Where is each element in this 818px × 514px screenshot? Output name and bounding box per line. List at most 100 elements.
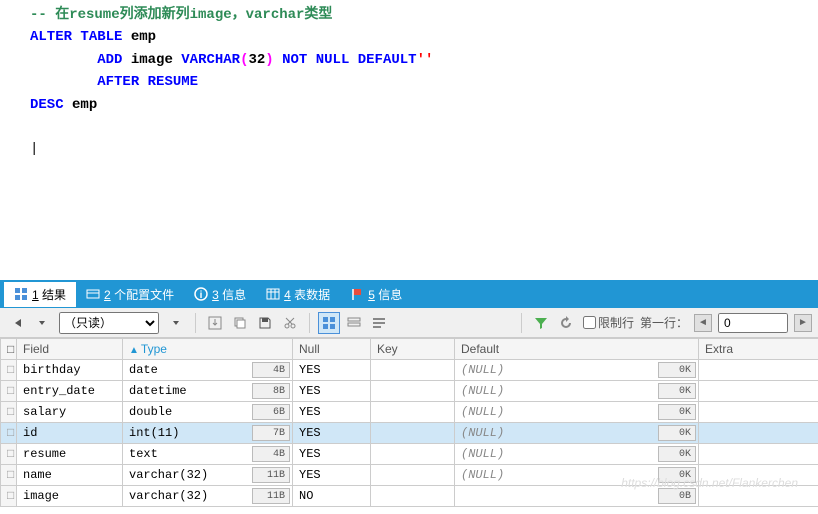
default-button[interactable]: 0K [658, 383, 696, 399]
default-button[interactable]: 0K [658, 446, 696, 462]
key-cell[interactable] [371, 465, 455, 486]
table-row[interactable]: □ entry_date datetime8B YES (NULL)0K [1, 381, 818, 402]
default-cell[interactable]: (NULL)0K [455, 381, 699, 402]
nav-first-button[interactable] [6, 312, 28, 334]
type-cell[interactable]: text4B [123, 444, 293, 465]
field-cell[interactable]: name [17, 465, 123, 486]
table-row[interactable]: □ id int(11)7B YES (NULL)0K [1, 423, 818, 444]
tab-profile[interactable]: 2 个配置文件 [76, 282, 184, 307]
copy-button[interactable] [229, 312, 251, 334]
type-cell[interactable]: varchar(32)11B [123, 465, 293, 486]
extra-cell[interactable] [699, 381, 818, 402]
key-cell[interactable] [371, 402, 455, 423]
row-marker[interactable]: □ [1, 486, 17, 507]
field-cell[interactable]: salary [17, 402, 123, 423]
default-button[interactable]: 0K [658, 404, 696, 420]
default-button[interactable]: 0B [658, 488, 696, 504]
save-button[interactable] [254, 312, 276, 334]
size-button[interactable]: 4B [252, 362, 290, 378]
table-row[interactable]: □ resume text4B YES (NULL)0K [1, 444, 818, 465]
sql-editor[interactable]: -- 在resume列添加新列image，varchar类型 ALTER TAB… [0, 0, 818, 280]
size-button[interactable]: 11B [252, 488, 290, 504]
key-header[interactable]: Key [371, 339, 455, 360]
size-button[interactable]: 7B [252, 425, 290, 441]
size-button[interactable]: 8B [252, 383, 290, 399]
default-button[interactable]: 0K [658, 362, 696, 378]
default-header[interactable]: Default [455, 339, 699, 360]
null-cell[interactable]: NO [293, 486, 371, 507]
default-button[interactable]: 0K [658, 425, 696, 441]
default-cell[interactable]: (NULL)0K [455, 423, 699, 444]
size-button[interactable]: 11B [252, 467, 290, 483]
grid-view-button[interactable] [318, 312, 340, 334]
key-cell[interactable] [371, 486, 455, 507]
row-marker[interactable]: □ [1, 444, 17, 465]
firstrow-input[interactable] [718, 313, 788, 333]
field-cell[interactable]: id [17, 423, 123, 444]
null-cell[interactable]: YES [293, 381, 371, 402]
type-header[interactable]: ▲Type [123, 339, 293, 360]
field-header[interactable]: Field [17, 339, 123, 360]
dropdown-arrow-icon[interactable] [31, 312, 53, 334]
type-cell[interactable]: double6B [123, 402, 293, 423]
row-marker[interactable]: □ [1, 381, 17, 402]
type-cell[interactable]: datetime8B [123, 381, 293, 402]
extra-cell[interactable] [699, 465, 818, 486]
null-header[interactable]: Null [293, 339, 371, 360]
row-marker[interactable]: □ [1, 360, 17, 381]
readonly-select[interactable]: （只读） [59, 312, 159, 334]
limit-rows-checkbox[interactable]: 限制行 [583, 314, 634, 331]
extra-cell[interactable] [699, 423, 818, 444]
default-cell[interactable]: (NULL)0K [455, 465, 699, 486]
default-cell[interactable]: (NULL)0K [455, 402, 699, 423]
next-page-button[interactable]: ► [794, 314, 812, 332]
select-all-header[interactable]: □ [1, 339, 17, 360]
cut-button[interactable] [279, 312, 301, 334]
prev-page-button[interactable]: ◄ [694, 314, 712, 332]
table-row[interactable]: □ name varchar(32)11B YES (NULL)0K [1, 465, 818, 486]
extra-cell[interactable] [699, 444, 818, 465]
field-cell[interactable]: image [17, 486, 123, 507]
extra-cell[interactable] [699, 486, 818, 507]
null-cell[interactable]: YES [293, 360, 371, 381]
tab-info1[interactable]: i 3 信息 [184, 282, 256, 307]
tab-tabledata[interactable]: 4 表数据 [256, 282, 340, 307]
extra-header[interactable]: Extra [699, 339, 818, 360]
tab-result[interactable]: 1 结果 [4, 282, 76, 307]
table-row[interactable]: □ image varchar(32)11B NO 0B [1, 486, 818, 507]
type-cell[interactable]: int(11)7B [123, 423, 293, 444]
key-cell[interactable] [371, 381, 455, 402]
field-cell[interactable]: resume [17, 444, 123, 465]
type-cell[interactable]: varchar(32)11B [123, 486, 293, 507]
tab-info2[interactable]: 5 信息 [340, 282, 412, 307]
refresh-button[interactable] [555, 312, 577, 334]
row-marker[interactable]: □ [1, 465, 17, 486]
field-cell[interactable]: entry_date [17, 381, 123, 402]
key-cell[interactable] [371, 423, 455, 444]
extra-cell[interactable] [699, 402, 818, 423]
extra-cell[interactable] [699, 360, 818, 381]
size-button[interactable]: 4B [252, 446, 290, 462]
table-row[interactable]: □ salary double6B YES (NULL)0K [1, 402, 818, 423]
filter-button[interactable] [530, 312, 552, 334]
null-cell[interactable]: YES [293, 423, 371, 444]
null-cell[interactable]: YES [293, 402, 371, 423]
form-view-button[interactable] [343, 312, 365, 334]
size-button[interactable]: 6B [252, 404, 290, 420]
export-button[interactable] [204, 312, 226, 334]
default-cell[interactable]: (NULL)0K [455, 360, 699, 381]
text-view-button[interactable] [368, 312, 390, 334]
table-row[interactable]: □ birthday date4B YES (NULL)0K [1, 360, 818, 381]
null-cell[interactable]: YES [293, 444, 371, 465]
field-cell[interactable]: birthday [17, 360, 123, 381]
default-cell[interactable]: 0B [455, 486, 699, 507]
row-marker[interactable]: □ [1, 402, 17, 423]
dropdown-arrow-icon[interactable] [165, 312, 187, 334]
key-cell[interactable] [371, 444, 455, 465]
default-button[interactable]: 0K [658, 467, 696, 483]
row-marker[interactable]: □ [1, 423, 17, 444]
null-cell[interactable]: YES [293, 465, 371, 486]
default-cell[interactable]: (NULL)0K [455, 444, 699, 465]
type-cell[interactable]: date4B [123, 360, 293, 381]
key-cell[interactable] [371, 360, 455, 381]
